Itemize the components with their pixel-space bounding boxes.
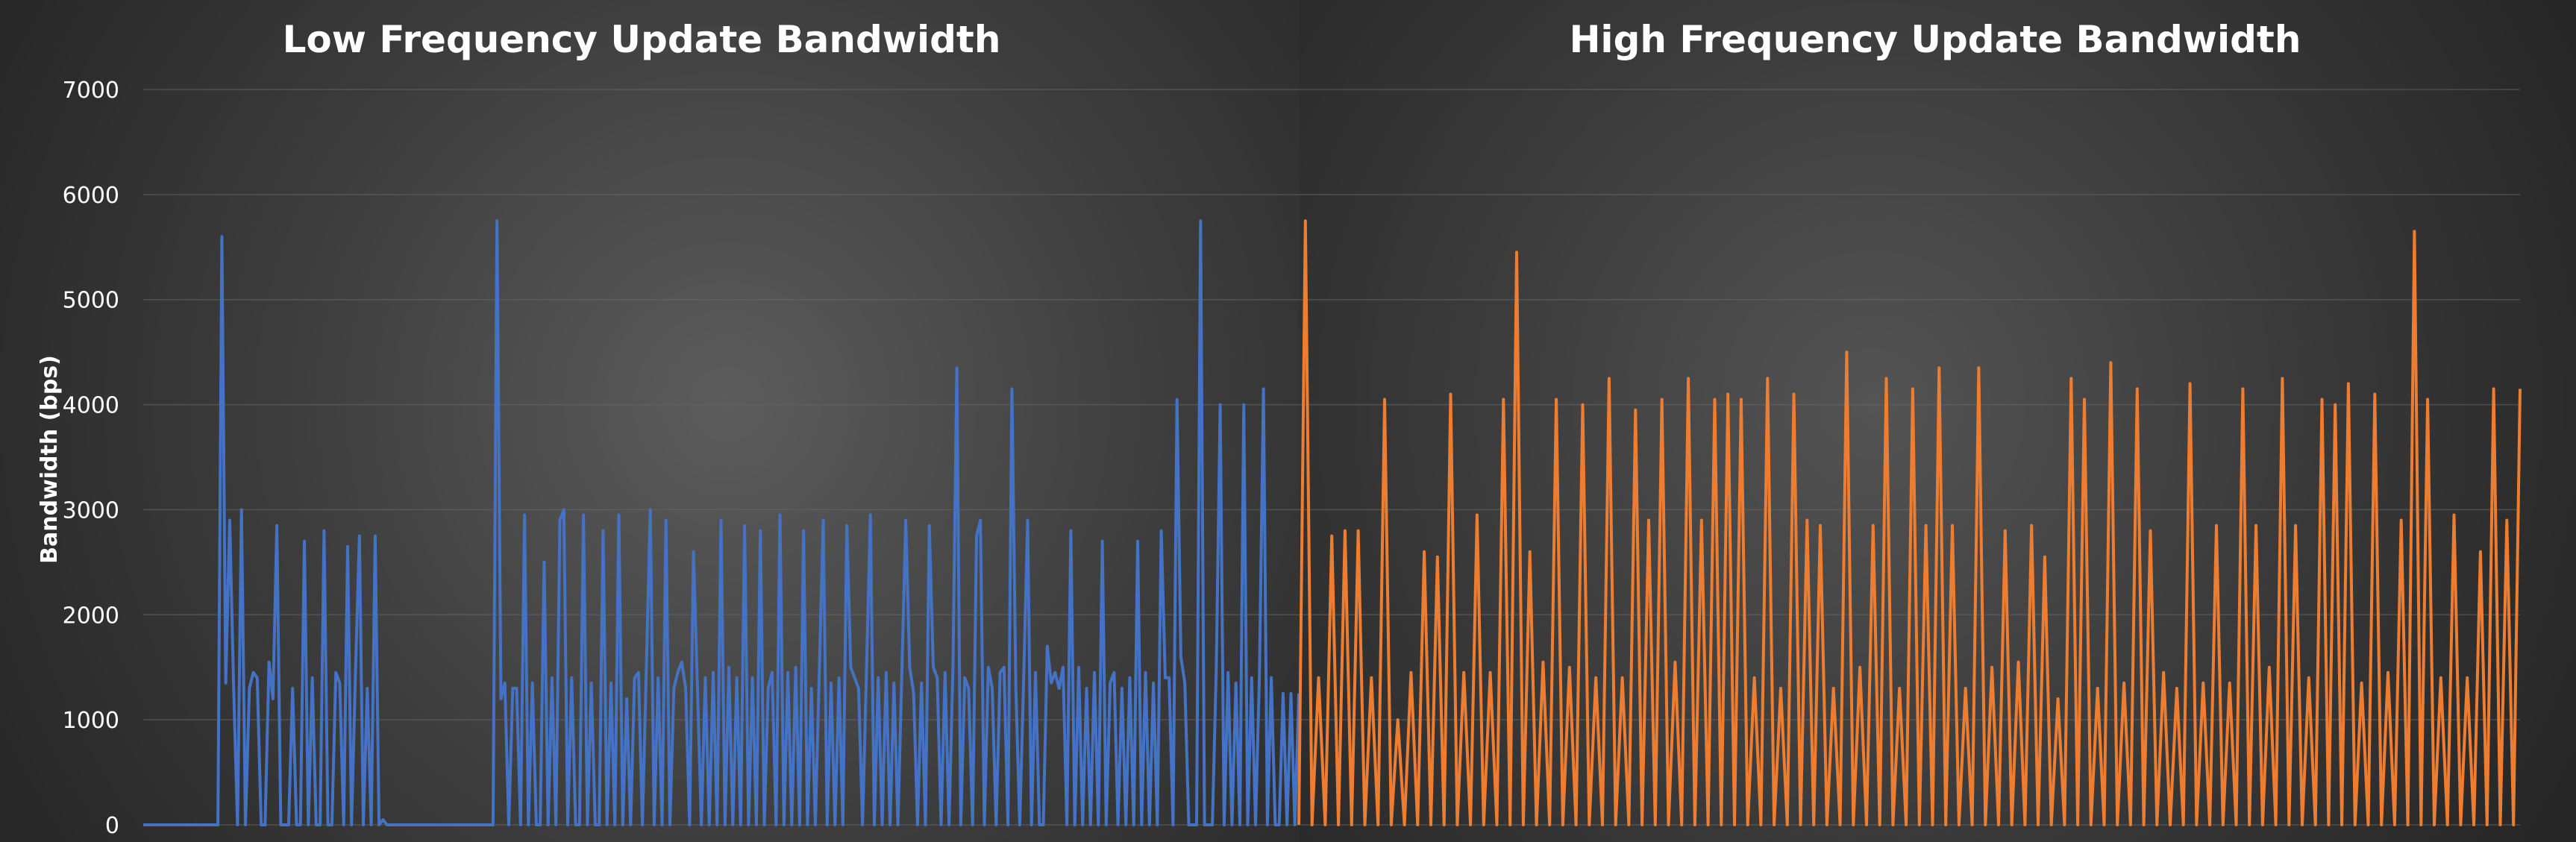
- y-tick-label: 4000: [63, 393, 119, 419]
- gridlines: [143, 89, 2520, 826]
- y-tick-label: 0: [105, 813, 119, 839]
- high-frequency-bandwidth-series-line: [1297, 219, 2522, 826]
- high-frequency-chart-title: High Frequency Update Bandwidth: [1570, 18, 2301, 61]
- y-axis: 0 1000 2000 3000 4000 5000 6000 7000: [63, 78, 119, 839]
- series-lines: [143, 219, 2522, 826]
- y-axis-label: Bandwidth (bps): [37, 355, 63, 564]
- y-tick-label: 2000: [63, 603, 119, 629]
- left-panel-background: [0, 0, 1299, 842]
- low-frequency-bandwidth-series-line: [143, 219, 1300, 826]
- y-tick-label: 1000: [63, 708, 119, 734]
- y-tick-label: 5000: [63, 288, 119, 314]
- y-tick-label: 6000: [63, 183, 119, 209]
- y-tick-label: 3000: [63, 497, 119, 524]
- y-tick-label: 7000: [63, 78, 119, 104]
- low-frequency-chart-title: Low Frequency Update Bandwidth: [283, 18, 1001, 61]
